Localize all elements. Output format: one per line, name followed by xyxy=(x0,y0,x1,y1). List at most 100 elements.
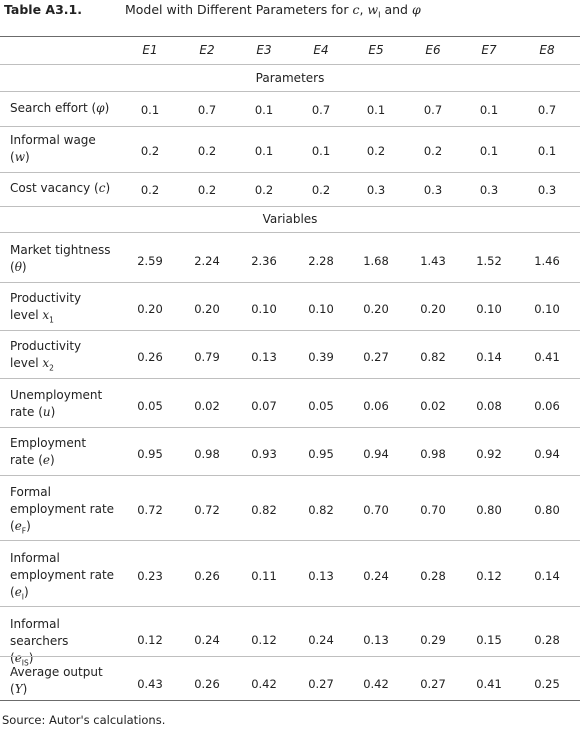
table-cell: 0.23 xyxy=(137,569,163,583)
table-cell: 0.26 xyxy=(137,350,163,364)
row-separator xyxy=(0,540,580,541)
table-cell: 0.2 xyxy=(254,183,274,197)
table-cell: 0.7 xyxy=(311,103,331,117)
row-label-text: Employment xyxy=(10,436,87,450)
table-cell: 0.72 xyxy=(194,503,220,517)
table-cell: 0.3 xyxy=(423,183,443,197)
table-cell: 0.02 xyxy=(194,399,220,413)
row-label-tail: ) xyxy=(49,453,55,467)
table-cell: 0.02 xyxy=(420,399,446,413)
table-row: Informal wage (w) 0.2 0.2 0.1 0.1 0.2 0.2 0.1 0.1 xyxy=(0,132,580,166)
table-cell: 0.1 xyxy=(479,144,499,158)
row-label-text: Search effort ( xyxy=(10,101,97,115)
table-cell: 0.20 xyxy=(363,302,389,316)
row-separator xyxy=(0,126,580,127)
row-label-text: Unemployment xyxy=(10,388,103,402)
table-cell: 0.7 xyxy=(423,103,443,117)
table-row: Average output (Y) 0.43 0.26 0.42 0.27 0.42 0.2… xyxy=(0,664,580,698)
column-header: E4 xyxy=(313,43,329,57)
row-label-text: Cost vacancy ( xyxy=(10,181,99,195)
row-label: Unemployment rate (u) xyxy=(10,387,120,421)
row-label-tail: ) xyxy=(24,585,29,599)
table-cell: 0.2 xyxy=(197,144,217,158)
row-label-text: Informal searchers xyxy=(10,617,69,648)
row-label-text: rate ( xyxy=(10,453,43,467)
row-label: Market tightness (θ) xyxy=(10,242,120,276)
table-cell: 0.10 xyxy=(251,302,277,316)
table-cell: 0.06 xyxy=(363,399,389,413)
table-cell: 0.1 xyxy=(311,144,331,158)
table-cell: 0.13 xyxy=(251,350,277,364)
table-row: Search effort (φ) 0.1 0.7 0.1 0.7 0.1 0.7 0.1 0.… xyxy=(0,100,580,120)
row-label-symbol: Y xyxy=(14,682,23,696)
table-cell: 0.12 xyxy=(137,633,163,647)
title-symbol-phi: φ xyxy=(411,2,421,17)
table-cell: 0.20 xyxy=(420,302,446,316)
table-cell: 0.2 xyxy=(140,183,160,197)
column-header: E1 xyxy=(142,43,158,57)
table-cell: 0.26 xyxy=(194,677,220,691)
row-label-subscript: F xyxy=(21,526,27,536)
row-label-text: employment rate xyxy=(10,502,115,516)
table-row: Productivity level x1 0.20 0.20 0.10 0.10 0.20… xyxy=(0,290,580,324)
column-header-row: E1 E2 E3 E4 E5 E6 E7 E8 xyxy=(0,37,580,63)
table-cell: 0.08 xyxy=(476,399,502,413)
row-label-tail: ) xyxy=(50,405,56,419)
row-label-symbol: e xyxy=(14,519,22,533)
table-row: Cost vacancy (c) 0.2 0.2 0.2 0.2 0.3 0.3 0.3 0.3 xyxy=(0,180,580,200)
table-cell: 0.41 xyxy=(534,350,560,364)
row-label-symbol: c xyxy=(98,181,106,195)
table-cell: 0.95 xyxy=(308,447,334,461)
table-cell: 0.92 xyxy=(476,447,502,461)
table-cell: 0.10 xyxy=(476,302,502,316)
table-cell: 0.42 xyxy=(363,677,389,691)
table-cell: 0.3 xyxy=(479,183,499,197)
row-label: Productivity level x1 xyxy=(10,290,120,328)
row-label: Average output (Y) xyxy=(10,664,120,698)
table-cell: 0.39 xyxy=(308,350,334,364)
row-label-text: Market tightness xyxy=(10,243,111,257)
row-label-text: ( xyxy=(10,651,15,665)
title-symbol-c: c xyxy=(352,2,360,17)
column-header: E7 xyxy=(481,43,497,57)
table-cell: 0.2 xyxy=(197,183,217,197)
row-label-symbol: φ xyxy=(96,101,105,115)
row-label-subscript: 2 xyxy=(49,363,54,373)
row-label-text: ( xyxy=(10,585,15,599)
row-label-subscript: IS xyxy=(21,658,29,668)
table-row: Informal employment rate (eI) 0.23 0.26 0.11 0… xyxy=(0,550,580,602)
section-heading: Variables xyxy=(262,212,318,226)
table-cell: 2.36 xyxy=(251,254,277,268)
row-label: Employment rate (e) xyxy=(10,435,120,469)
row-label: Productivity level x2 xyxy=(10,338,120,376)
row-separator xyxy=(0,282,580,283)
table-cell: 0.26 xyxy=(194,569,220,583)
table-cell: 0.13 xyxy=(363,633,389,647)
table-cell: 0.27 xyxy=(420,677,446,691)
table-cell: 0.82 xyxy=(420,350,446,364)
column-header: E8 xyxy=(539,43,555,57)
table-cell: 0.7 xyxy=(197,103,217,117)
table-row: Unemployment rate (u) 0.05 0.02 0.07 0.05 0.06… xyxy=(0,387,580,421)
table-header: Table A3.1. Model with Different Paramet… xyxy=(0,0,580,20)
table-cell: 0.1 xyxy=(366,103,386,117)
table-cell: 1.43 xyxy=(420,254,446,268)
row-label-tail: ) xyxy=(24,150,30,164)
row-label-symbol: x xyxy=(42,308,50,322)
table-cell: 0.10 xyxy=(308,302,334,316)
section-heading: Parameters xyxy=(255,71,325,85)
table-cell: 0.95 xyxy=(137,447,163,461)
row-separator xyxy=(0,206,580,207)
row-label-text: level xyxy=(10,356,43,370)
table-label: Table A3.1. xyxy=(4,2,82,17)
row-label-tail: ) xyxy=(104,101,110,115)
row-separator xyxy=(0,606,580,607)
title-symbol-w: w xyxy=(367,2,379,17)
table-cell: 0.27 xyxy=(363,350,389,364)
table-cell: 0.3 xyxy=(366,183,386,197)
row-separator xyxy=(0,91,580,92)
row-label-text: rate ( xyxy=(10,405,43,419)
row-label-subscript: I xyxy=(21,592,25,602)
table-cell: 0.1 xyxy=(537,144,557,158)
title-and: and xyxy=(380,2,412,17)
